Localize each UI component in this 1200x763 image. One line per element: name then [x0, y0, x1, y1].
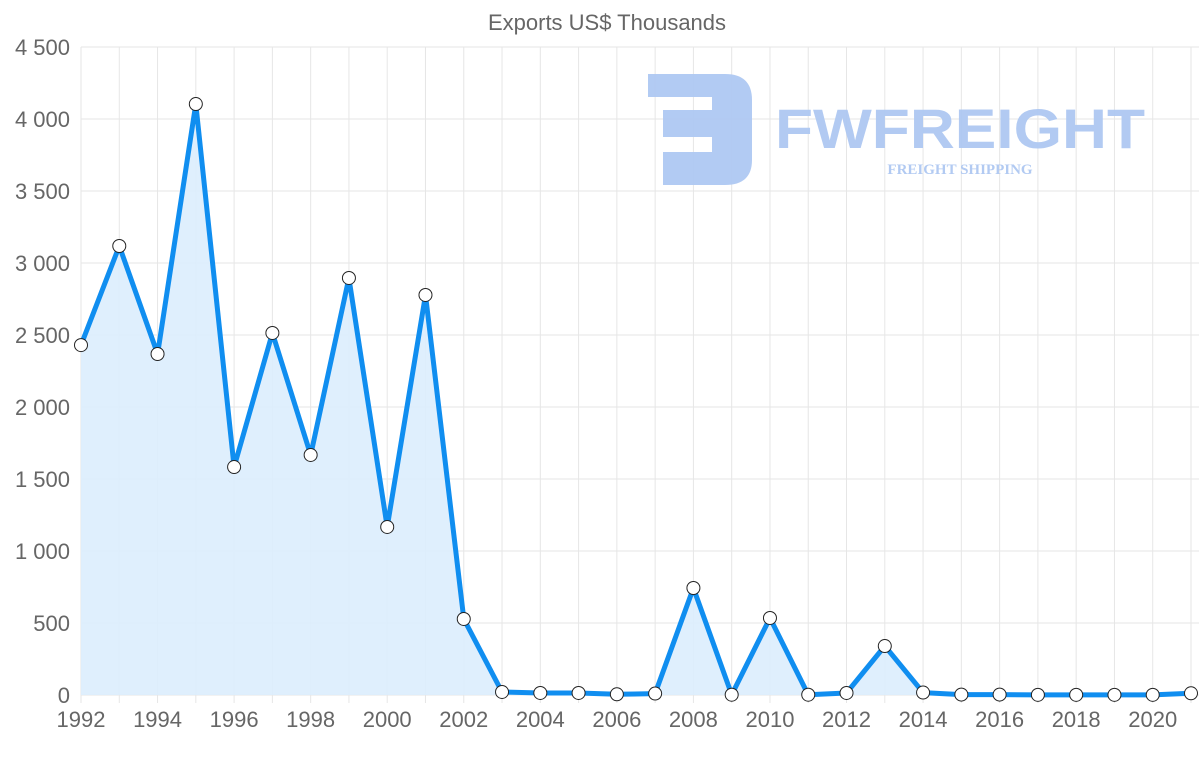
- y-tick-label: 2 500: [15, 323, 70, 348]
- data-point: [686, 581, 701, 596]
- data-point: [150, 347, 165, 362]
- data-point: [418, 287, 433, 302]
- x-tick-label: 2016: [975, 707, 1024, 732]
- data-point: [724, 687, 739, 702]
- fwfreight-watermark-logo: FWFREIGHT FREIGHT SHIPPING: [648, 74, 1145, 185]
- x-tick-label: 1994: [133, 707, 182, 732]
- y-tick-label: 1 000: [15, 539, 70, 564]
- x-tick-label: 2008: [669, 707, 718, 732]
- y-tick-label: 0: [58, 683, 70, 708]
- data-point: [341, 270, 356, 285]
- x-tick-label: 2004: [516, 707, 565, 732]
- y-tick-label: 3 000: [15, 251, 70, 276]
- x-tick-label: 1996: [210, 707, 259, 732]
- x-tick-label: 2012: [822, 707, 871, 732]
- data-point: [1145, 687, 1160, 702]
- data-point: [648, 686, 663, 701]
- data-point: [227, 460, 242, 475]
- area-fill: [81, 104, 1191, 695]
- data-point: [112, 239, 127, 254]
- data-point: [609, 687, 624, 702]
- data-point: [992, 687, 1007, 702]
- y-tick-label: 3 500: [15, 179, 70, 204]
- x-tick-label: 1998: [286, 707, 335, 732]
- data-point: [839, 685, 854, 700]
- data-point: [188, 97, 203, 112]
- x-tick-label: 2018: [1052, 707, 1101, 732]
- x-tick-label: 2020: [1128, 707, 1177, 732]
- data-point: [1069, 687, 1084, 702]
- y-tick-label: 4 000: [15, 107, 70, 132]
- data-point: [1030, 687, 1045, 702]
- data-point: [380, 519, 395, 534]
- data-point: [74, 338, 88, 353]
- y-tick-label: 2 000: [15, 395, 70, 420]
- y-tick-label: 500: [33, 611, 70, 636]
- data-point: [916, 685, 931, 700]
- x-tick-label: 2000: [363, 707, 412, 732]
- data-point: [954, 687, 969, 702]
- data-point: [265, 325, 280, 340]
- data-point: [495, 684, 510, 699]
- svg-text:FREIGHT SHIPPING: FREIGHT SHIPPING: [887, 162, 1032, 178]
- data-point: [801, 687, 816, 702]
- x-tick-label: 2010: [745, 707, 794, 732]
- y-tick-label: 1 500: [15, 467, 70, 492]
- chart-title: Exports US$ Thousands: [488, 10, 726, 35]
- svg-text:FWFREIGHT: FWFREIGHT: [775, 97, 1145, 160]
- y-tick-label: 4 500: [15, 35, 70, 60]
- data-point: [1107, 687, 1122, 702]
- x-tick-label: 1992: [57, 707, 106, 732]
- data-point: [762, 610, 777, 625]
- data-point: [456, 611, 471, 626]
- x-tick-label: 2002: [439, 707, 488, 732]
- data-point: [571, 685, 586, 700]
- data-point: [303, 447, 318, 462]
- data-point: [1184, 686, 1198, 701]
- x-tick-label: 2014: [899, 707, 948, 732]
- data-point: [533, 685, 548, 700]
- x-tick-label: 2006: [592, 707, 641, 732]
- data-point: [877, 639, 892, 654]
